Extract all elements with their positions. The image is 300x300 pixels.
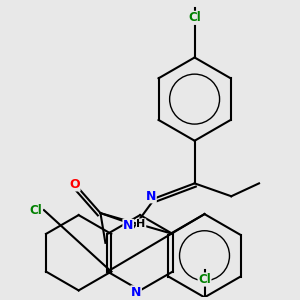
Text: N: N: [131, 286, 141, 299]
Text: H: H: [136, 219, 146, 229]
Text: Cl: Cl: [198, 273, 211, 286]
Text: Cl: Cl: [30, 204, 42, 217]
Text: Cl: Cl: [188, 11, 201, 24]
Text: O: O: [69, 178, 80, 191]
Text: N: N: [123, 220, 134, 232]
Text: N: N: [146, 190, 156, 203]
